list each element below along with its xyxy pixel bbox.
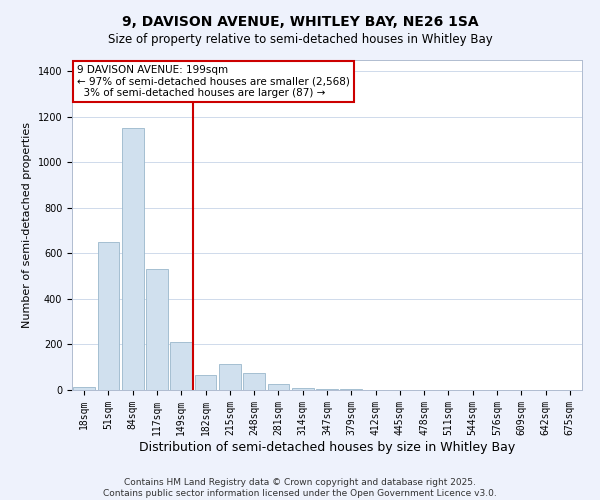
- Bar: [122, 128, 143, 390]
- Bar: [292, 388, 314, 390]
- Bar: [268, 384, 289, 390]
- Bar: [243, 373, 265, 390]
- Bar: [146, 270, 168, 390]
- Bar: [316, 389, 338, 390]
- Bar: [97, 242, 119, 390]
- Text: 9 DAVISON AVENUE: 199sqm
← 97% of semi-detached houses are smaller (2,568)
  3% : 9 DAVISON AVENUE: 199sqm ← 97% of semi-d…: [77, 65, 350, 98]
- Bar: [194, 375, 217, 390]
- Text: 9, DAVISON AVENUE, WHITLEY BAY, NE26 1SA: 9, DAVISON AVENUE, WHITLEY BAY, NE26 1SA: [122, 15, 478, 29]
- Text: Contains HM Land Registry data © Crown copyright and database right 2025.
Contai: Contains HM Land Registry data © Crown c…: [103, 478, 497, 498]
- Bar: [219, 364, 241, 390]
- Bar: [170, 342, 192, 390]
- X-axis label: Distribution of semi-detached houses by size in Whitley Bay: Distribution of semi-detached houses by …: [139, 440, 515, 454]
- Y-axis label: Number of semi-detached properties: Number of semi-detached properties: [22, 122, 32, 328]
- Bar: [73, 386, 95, 390]
- Text: Size of property relative to semi-detached houses in Whitley Bay: Size of property relative to semi-detach…: [107, 32, 493, 46]
